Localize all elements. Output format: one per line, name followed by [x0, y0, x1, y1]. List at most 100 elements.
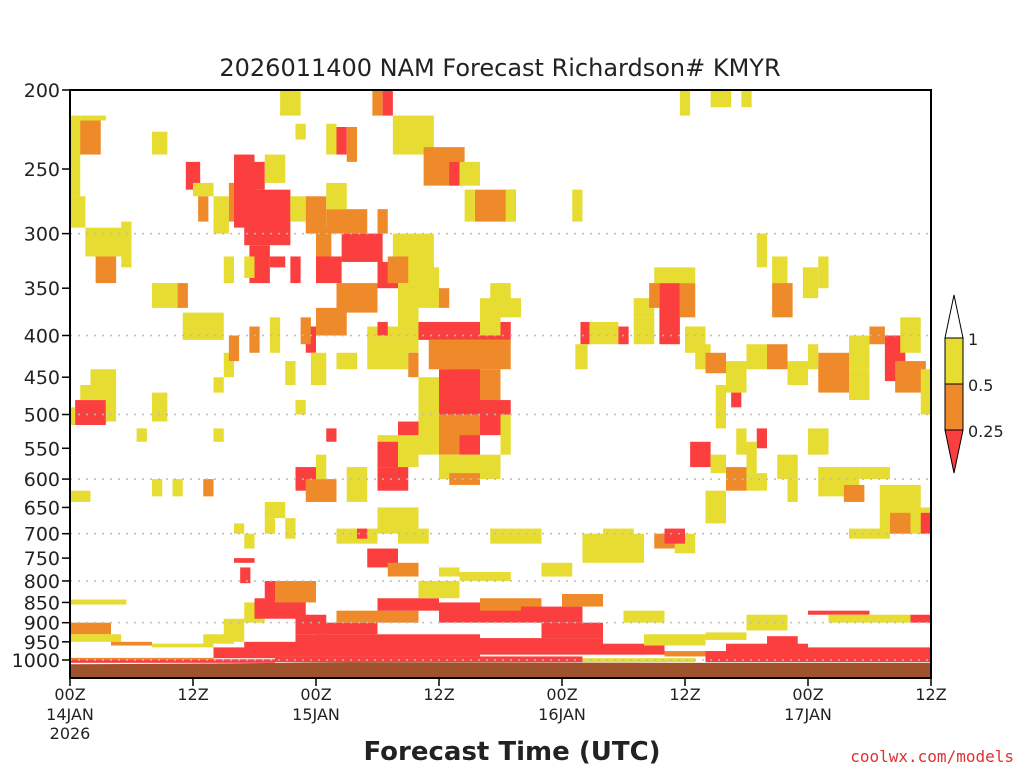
heatmap-cell: [357, 528, 368, 539]
heatmap-cell: [136, 428, 147, 442]
x-date-label: 15JAN: [292, 705, 340, 724]
y-tick-label: 250: [24, 159, 60, 181]
heatmap-cell: [295, 123, 306, 140]
heatmap-cell: [490, 528, 542, 544]
y-tick-label: 750: [24, 548, 60, 570]
x-tick-label: 00Z: [546, 685, 577, 704]
x-tick-label: 12Z: [915, 685, 946, 704]
heatmap-cell: [193, 182, 214, 197]
heatmap-cell: [387, 256, 409, 284]
heatmap-cell: [736, 428, 747, 455]
x-date-label: 16JAN: [538, 705, 586, 724]
heatmap-cell: [372, 90, 383, 116]
y-tick-label: 200: [24, 80, 60, 102]
heatmap-cell: [756, 428, 767, 449]
x-tick-label: 00Z: [792, 685, 823, 704]
heatmap-cell: [690, 441, 711, 468]
heatmap-cell: [418, 377, 439, 422]
heatmap-cell: [213, 428, 224, 442]
heatmap-cell: [300, 317, 311, 345]
credit-text: coolwx.com/models: [850, 747, 1014, 766]
heatmap-cell: [290, 256, 301, 284]
heatmap-cell: [480, 414, 501, 436]
legend-label: 0.25: [968, 422, 1004, 441]
y-tick-label: 400: [24, 325, 60, 347]
heatmap-cell: [541, 622, 603, 639]
heatmap-cell: [70, 657, 214, 660]
heatmap-cell: [244, 189, 291, 246]
heatmap-cell: [459, 572, 511, 581]
heatmap-cell: [505, 189, 516, 222]
heatmap-cell: [849, 369, 870, 401]
y-tick-label: 450: [24, 367, 60, 389]
heatmap-cell: [705, 632, 747, 640]
heatmap-cell: [387, 562, 419, 577]
y-tick-label: 350: [24, 278, 60, 300]
heatmap-cell: [213, 196, 229, 234]
heatmap-cell: [808, 647, 931, 657]
heatmap-cell: [726, 643, 808, 657]
heatmap-cell: [244, 641, 296, 657]
heatmap-cell: [316, 454, 327, 480]
heatmap-cell: [70, 196, 86, 228]
ground-layer: [70, 662, 931, 678]
heatmap-cell: [603, 528, 634, 539]
heatmap-cell: [152, 479, 163, 497]
y-tick-label: 850: [24, 592, 60, 614]
heatmap-cell: [710, 454, 726, 474]
heatmap-cell: [80, 115, 106, 121]
heatmap-cell: [377, 598, 439, 611]
legend-swatch-0.5-1: [944, 337, 964, 385]
heatmap-cell: [428, 339, 511, 370]
heatmap-cell: [869, 326, 885, 345]
y-tick-label: 800: [24, 571, 60, 593]
heatmap-cell: [240, 567, 251, 584]
heatmap-cell: [521, 606, 583, 623]
heatmap-cell: [177, 283, 188, 308]
heatmap-cell: [75, 400, 106, 425]
heatmap-cell: [185, 161, 201, 190]
color-legend: 1 0.5 0.25: [944, 294, 1004, 474]
heatmap-cell: [679, 283, 696, 318]
heatmap-cell: [746, 473, 767, 491]
heatmap-cell: [741, 90, 752, 108]
heatmap-cell: [449, 161, 460, 186]
heatmap-cell: [802, 267, 819, 299]
heatmap-cell: [326, 123, 337, 155]
heatmap-cell: [346, 467, 368, 502]
y-tick-label: 1000: [12, 650, 60, 672]
heatmap-cell: [849, 335, 870, 370]
heatmap-cell: [377, 507, 419, 534]
heatmap-cell: [305, 479, 337, 502]
legend-label: 1: [968, 330, 978, 349]
heatmap-cell: [367, 548, 398, 568]
heatmap-cell: [418, 580, 460, 599]
heatmap-cell: [223, 618, 245, 642]
heatmap-cell: [377, 441, 398, 468]
heatmap-cell: [490, 283, 511, 318]
heatmap-cell: [316, 256, 342, 284]
y-tick-label: 600: [24, 469, 60, 491]
x-tick-label: 00Z: [54, 685, 85, 704]
heatmap-cell: [710, 90, 732, 108]
heatmap-cell: [203, 634, 234, 644]
heatmap-cell: [326, 428, 337, 442]
y-tick-label: 650: [24, 497, 60, 519]
heatmap-cell: [808, 428, 829, 455]
heatmap-cell: [70, 407, 76, 425]
heatmap-cell: [95, 256, 117, 284]
heatmap-cell: [275, 580, 316, 603]
heatmap-cell: [459, 435, 480, 455]
heatmap-cell: [920, 512, 931, 534]
heatmap-cell: [316, 622, 378, 635]
heatmap-cell: [910, 614, 931, 623]
x-tick-label: 12Z: [669, 685, 700, 704]
heatmap-cell: [264, 518, 275, 534]
heatmap-cells: [70, 90, 931, 663]
heatmap-cell: [377, 209, 388, 234]
heatmap-cell: [920, 369, 931, 415]
heatmap-cell: [264, 501, 286, 519]
heatmap-cell: [664, 528, 685, 544]
heatmap-cell: [772, 283, 793, 318]
